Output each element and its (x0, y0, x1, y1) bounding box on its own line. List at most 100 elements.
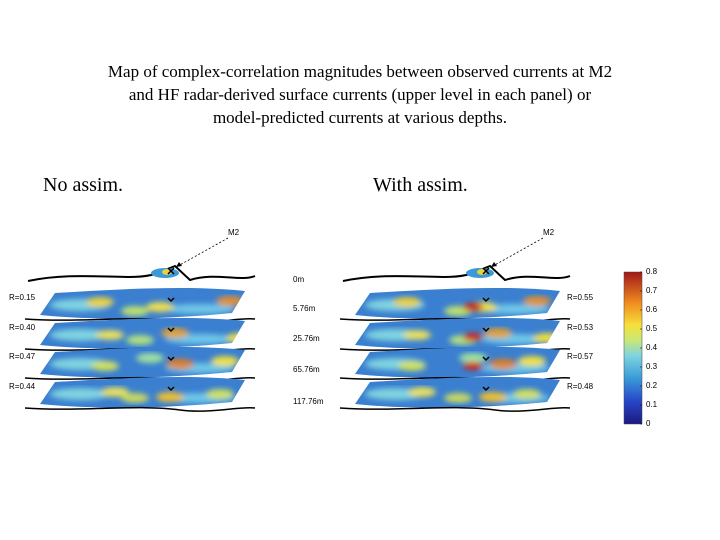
map-patch (226, 333, 245, 343)
map-patch (463, 362, 483, 370)
depth-label: 117.76m (293, 397, 324, 406)
coastline (339, 406, 571, 412)
map-patch (463, 303, 483, 311)
arrow-head (491, 262, 497, 267)
map-patch (533, 333, 560, 343)
map-field (50, 328, 245, 345)
m2-marker (167, 327, 175, 333)
map-patch (50, 388, 110, 400)
map-layer: R=0.15 (9, 287, 256, 323)
map-patch (101, 387, 129, 397)
map-patch (50, 329, 110, 341)
r-value: R=0.48 (567, 382, 594, 391)
panel-heading: No assim. (43, 174, 123, 196)
coastline (342, 264, 571, 282)
map-patch (403, 330, 431, 340)
colorbar-tick-label: 0.1 (646, 400, 658, 409)
arrow-head (176, 262, 182, 267)
m2-marker (482, 327, 490, 333)
m2-marker (167, 267, 175, 275)
map-patch (459, 353, 487, 363)
m2-label: M2 (228, 228, 240, 237)
map-patch (91, 361, 119, 371)
map-layer: R=0.55 (339, 287, 594, 323)
map-patch (216, 296, 244, 306)
map-patch (513, 389, 541, 399)
title-line: model-predicted currents at various dept… (212, 108, 508, 127)
map-patch (121, 393, 149, 403)
map-patch (479, 392, 507, 402)
colorbar-tick-label: 0.5 (646, 324, 658, 333)
colorbar-tick-label: 0.4 (646, 343, 658, 352)
map-layer: R=0.57 (339, 346, 594, 382)
depth-label: 25.76m (293, 334, 320, 343)
map-field (365, 387, 550, 403)
map-field (365, 296, 551, 316)
map-patch (398, 361, 426, 371)
m2-marker (167, 297, 175, 303)
panel-heading: With assim. (373, 174, 468, 196)
map-patch (523, 296, 551, 306)
m2-marker (482, 297, 490, 303)
depth-label: 0m (293, 275, 304, 284)
r-value: R=0.44 (9, 382, 36, 391)
map-layer: R=0.44 (9, 376, 256, 412)
map-patch (156, 392, 184, 402)
coastline (24, 406, 256, 412)
map-patch (96, 330, 124, 340)
r-value: R=0.40 (9, 323, 36, 332)
map-layer: R=0.40 (9, 317, 256, 353)
m2-marker (167, 386, 175, 392)
colorbar (623, 271, 643, 425)
map-layer: R=0.48 (339, 376, 594, 412)
m2-marker (482, 356, 490, 362)
colorbar-tick-label: 0 (646, 419, 651, 428)
m2-label: M2 (543, 228, 555, 237)
map-field (365, 353, 550, 373)
colorbar-tick-label: 0.3 (646, 362, 658, 371)
map-patch (489, 359, 517, 369)
m2-arrow (492, 237, 544, 267)
map-patch (444, 393, 472, 403)
map-patch (166, 359, 194, 369)
map-patch (518, 356, 546, 366)
depth-label: 65.76m (293, 365, 320, 374)
map-layer: R=0.47 (9, 346, 256, 382)
colorbar-tick-label: 0.2 (646, 381, 658, 390)
map-patch (165, 304, 235, 314)
map-field (50, 353, 239, 373)
coastline (27, 264, 256, 282)
map-patch (480, 304, 550, 314)
map-patch (206, 389, 234, 399)
r-value: R=0.55 (567, 293, 594, 302)
m2-arrow (177, 237, 229, 267)
map-patch (121, 306, 149, 316)
colorbar-tick-label: 0.8 (646, 267, 658, 276)
map-patch (463, 333, 483, 341)
map-patch (161, 328, 189, 338)
r-value: R=0.57 (567, 352, 594, 361)
map-patch (136, 353, 164, 363)
map-patch (408, 387, 436, 397)
map-patch (393, 297, 421, 307)
r-value: R=0.53 (567, 323, 594, 332)
map-layer: R=0.53 (339, 317, 594, 353)
map-field (50, 296, 244, 316)
map-patch (146, 302, 174, 312)
depth-label: 5.76m (293, 304, 316, 313)
title-line: Map of complex-correlation magnitudes be… (107, 62, 613, 81)
colorbar-tick-label: 0.7 (646, 286, 658, 295)
colorbar-tick-label: 0.6 (646, 305, 658, 314)
map-patch (211, 356, 239, 366)
map-patch (484, 328, 512, 338)
m2-marker (482, 267, 490, 275)
r-value: R=0.47 (9, 352, 36, 361)
m2-marker (482, 386, 490, 392)
title: Map of complex-correlation magnitudes be… (0, 60, 720, 129)
m2-marker (167, 356, 175, 362)
map-patch (126, 335, 154, 345)
map-field (50, 387, 235, 403)
map-patch (86, 297, 114, 307)
